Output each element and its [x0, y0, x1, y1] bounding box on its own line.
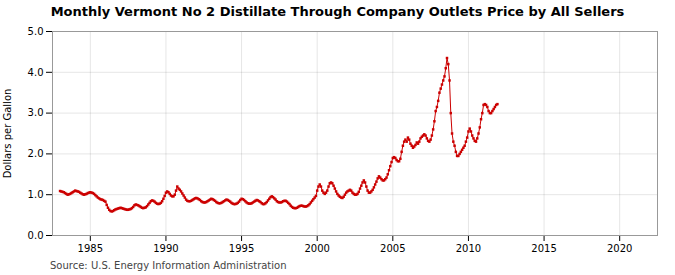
svg-text:1.0: 1.0 [28, 189, 44, 200]
svg-text:4.0: 4.0 [28, 67, 44, 78]
svg-text:Dollars per Gallon: Dollars per Gallon [2, 89, 13, 179]
svg-text:3.0: 3.0 [28, 107, 44, 118]
svg-text:2.0: 2.0 [28, 148, 44, 159]
svg-text:5.0: 5.0 [28, 26, 44, 37]
html-text:Source: U.S. Energy Informatio: Source: U.S. Energy Information Administ… [50, 260, 287, 271]
svg-text:2000: 2000 [304, 243, 329, 254]
svg-text:2010: 2010 [456, 243, 481, 254]
svg-text:2015: 2015 [531, 243, 556, 254]
html-text:Monthly Vermont No 2 Distillat: Monthly Vermont No 2 Distillate Through … [50, 4, 625, 19]
svg-text:1985: 1985 [78, 243, 103, 254]
svg-text:2020: 2020 [607, 243, 632, 254]
svg-text:2005: 2005 [380, 243, 405, 254]
svg-text:1995: 1995 [229, 243, 254, 254]
svg-text:1990: 1990 [153, 243, 178, 254]
svg-text:0.0: 0.0 [28, 230, 44, 241]
